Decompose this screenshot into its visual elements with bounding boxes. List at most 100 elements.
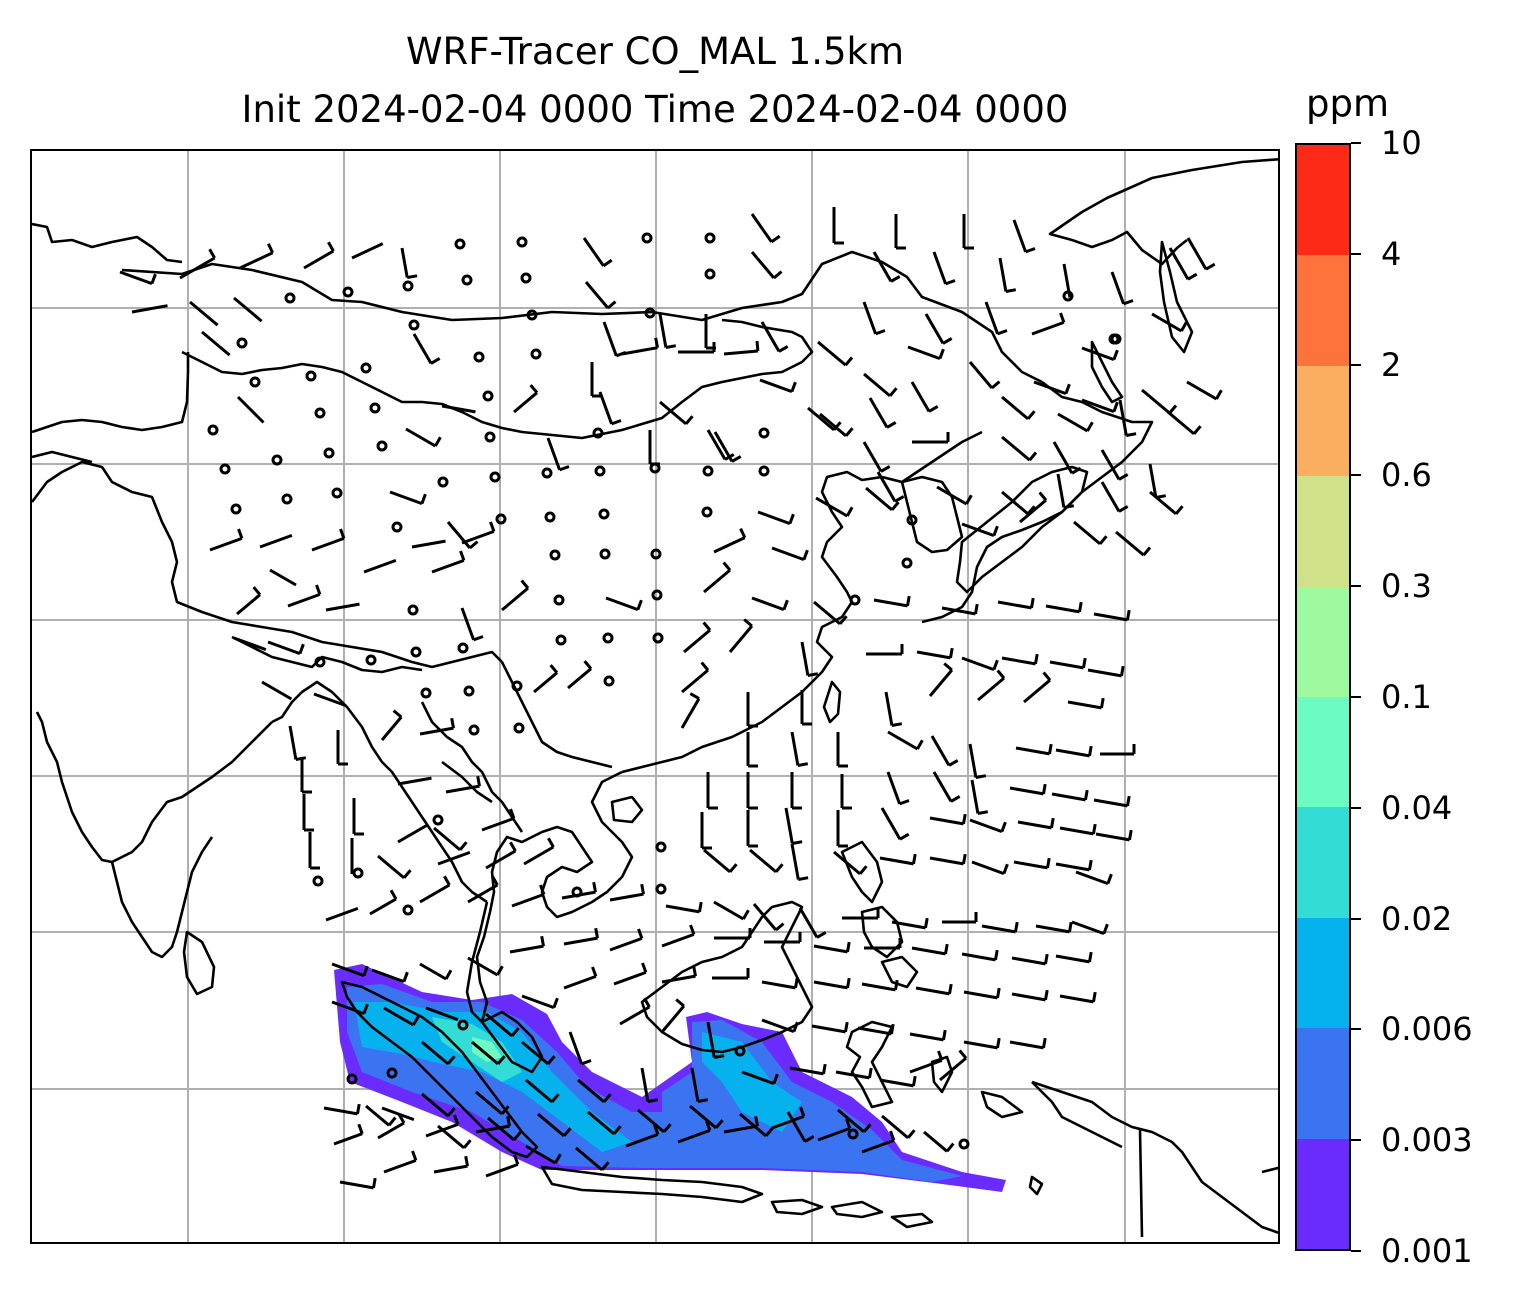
wind-barb	[746, 732, 758, 768]
wind-barb-shaft	[441, 404, 476, 414]
wind-barb	[546, 437, 570, 472]
wind-barb-shaft	[236, 593, 261, 616]
calm-wind-circle	[526, 309, 538, 321]
wind-barb-feather	[389, 889, 398, 900]
wind-barb	[568, 1031, 592, 1066]
calm-wind-circle	[249, 376, 261, 388]
coastline-segment	[1048, 157, 1278, 266]
wind-barb	[405, 427, 442, 448]
wind-barb-feather	[692, 965, 697, 977]
wind-barb	[267, 640, 305, 656]
wind-barb	[928, 662, 954, 697]
wind-barb	[836, 732, 848, 768]
wind-barb-shaft	[909, 1032, 944, 1042]
wind-barb-shaft	[837, 1108, 865, 1134]
wind-barb-shaft	[351, 242, 384, 260]
calm-wind-circle	[454, 238, 466, 250]
wind-barb-feather	[992, 525, 999, 537]
wind-barb-feather	[387, 1116, 397, 1127]
wind-barb-shaft	[1017, 820, 1052, 830]
wind-barb-shaft	[969, 818, 1003, 834]
wind-barb-shaft	[1013, 860, 1048, 870]
wind-barb-shaft	[790, 731, 800, 766]
map-panel[interactable]	[30, 149, 1280, 1244]
wind-barb-shaft	[567, 667, 592, 690]
wind-barb-feather	[397, 1113, 406, 1124]
wind-barb-feather	[996, 987, 1001, 999]
wind-barb	[1056, 473, 1075, 509]
wind-barb-shaft	[757, 510, 791, 526]
coastline-segment	[35, 711, 273, 864]
wind-barb-shaft	[1009, 786, 1044, 796]
coastline-segment	[182, 930, 216, 996]
calm-wind-circle	[758, 427, 770, 439]
calm-wind-circle	[391, 521, 403, 533]
colorbar-tick	[1351, 142, 1361, 144]
wind-barb-shaft	[383, 1006, 415, 1027]
wind-barb-shaft	[421, 1092, 449, 1118]
wind-barb	[233, 296, 263, 323]
wind-barb	[239, 243, 274, 270]
wind-barb	[706, 772, 718, 810]
wind-barb-shaft	[1186, 237, 1208, 270]
wind-barb-feather	[559, 465, 570, 472]
wind-barb-feather	[430, 357, 441, 365]
coastline-segment	[890, 1212, 934, 1229]
calm-wind-circle	[457, 642, 469, 654]
calm-wind-circle	[346, 1073, 358, 1085]
wind-barb	[723, 1115, 759, 1134]
wind-barb-shaft	[1051, 792, 1086, 802]
wind-barb	[971, 860, 1009, 876]
wind-barb-shaft	[637, 1108, 665, 1134]
wind-barb	[523, 837, 555, 866]
coastline-segment	[1031, 1080, 1278, 1234]
wind-barb	[939, 1049, 968, 1082]
wind-barb-feather	[788, 513, 795, 525]
wind-barb	[813, 941, 851, 954]
wind-barb	[425, 1114, 460, 1138]
wind-barb-shaft	[419, 962, 447, 981]
wind-barb	[1012, 219, 1036, 254]
wind-barb-feather	[1046, 857, 1051, 869]
wind-barb-shaft	[984, 301, 1000, 335]
wind-barb	[352, 798, 364, 836]
wind-barb-feather	[774, 863, 784, 873]
wind-barb-feather	[1084, 789, 1089, 801]
wind-barb-feather	[802, 549, 809, 561]
wind-barb-shaft	[862, 301, 878, 335]
wind-barb-feather	[1092, 991, 1097, 1003]
wind-barb	[437, 850, 471, 866]
wind-barb	[1055, 745, 1093, 758]
wind-barb-shaft	[405, 427, 437, 448]
wind-barb	[1100, 481, 1129, 513]
wind-barb	[865, 486, 900, 512]
colorbar-tick	[1351, 363, 1361, 366]
wind-barb-shaft	[239, 251, 274, 270]
wind-barb-feather	[1118, 473, 1129, 481]
wind-barb-shaft	[968, 743, 978, 778]
wind-barb-shaft	[209, 536, 243, 552]
wind-barb-shaft	[233, 636, 267, 652]
colorbar-tick	[1351, 474, 1361, 477]
wind-barb-shaft	[930, 735, 951, 767]
calm-wind-circle	[594, 465, 606, 477]
wind-barb-shaft	[1081, 398, 1115, 414]
wind-barb-feather	[1100, 697, 1105, 709]
calm-wind-circle	[437, 476, 449, 488]
wind-barb-shaft	[325, 906, 359, 922]
wind-barb-shaft	[817, 340, 847, 367]
wind-barb-shaft	[1093, 612, 1128, 622]
wind-barb	[485, 1012, 520, 1038]
wind-barb	[887, 730, 924, 751]
wind-barb	[746, 692, 758, 728]
wind-barb-shaft	[771, 546, 805, 562]
wind-barb-shaft	[1012, 219, 1028, 253]
wind-barb-shaft	[680, 697, 701, 729]
wind-barb	[640, 1067, 659, 1103]
wind-barb	[929, 813, 967, 826]
wind-barb-shaft	[1087, 668, 1122, 678]
wind-barb	[1151, 312, 1188, 333]
calm-wind-circle	[602, 632, 614, 644]
coastline-segment	[1261, 1166, 1278, 1174]
wind-barb-feather	[1088, 859, 1093, 871]
